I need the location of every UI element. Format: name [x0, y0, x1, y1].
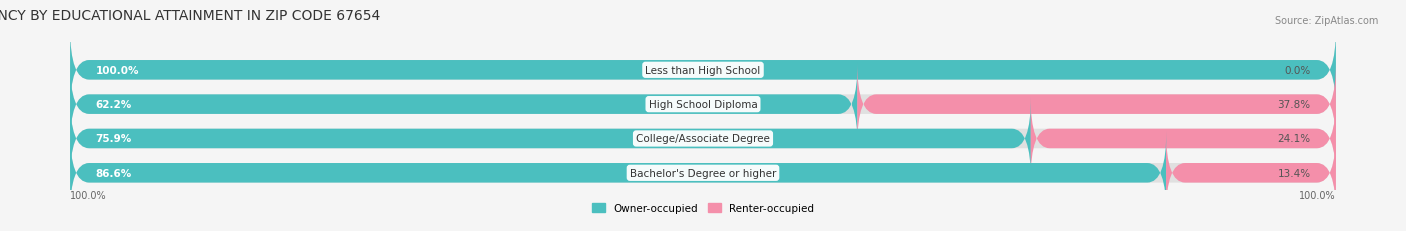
FancyBboxPatch shape	[70, 63, 858, 146]
Text: 75.9%: 75.9%	[96, 134, 132, 144]
FancyBboxPatch shape	[858, 63, 1336, 146]
FancyBboxPatch shape	[70, 97, 1336, 180]
Text: High School Diploma: High School Diploma	[648, 100, 758, 110]
FancyBboxPatch shape	[70, 29, 1336, 112]
Text: 24.1%: 24.1%	[1277, 134, 1310, 144]
FancyBboxPatch shape	[70, 29, 1336, 112]
Text: 62.2%: 62.2%	[96, 100, 132, 110]
Text: Bachelor's Degree or higher: Bachelor's Degree or higher	[630, 168, 776, 178]
Text: College/Associate Degree: College/Associate Degree	[636, 134, 770, 144]
FancyBboxPatch shape	[70, 63, 1336, 146]
Text: 100.0%: 100.0%	[96, 66, 139, 76]
Text: Less than High School: Less than High School	[645, 66, 761, 76]
FancyBboxPatch shape	[1166, 131, 1336, 215]
Text: 0.0%: 0.0%	[1284, 66, 1310, 76]
FancyBboxPatch shape	[1031, 97, 1336, 180]
Text: 37.8%: 37.8%	[1277, 100, 1310, 110]
Text: 100.0%: 100.0%	[1299, 190, 1336, 200]
FancyBboxPatch shape	[70, 131, 1336, 215]
Text: Source: ZipAtlas.com: Source: ZipAtlas.com	[1274, 16, 1378, 26]
Text: OCCUPANCY BY EDUCATIONAL ATTAINMENT IN ZIP CODE 67654: OCCUPANCY BY EDUCATIONAL ATTAINMENT IN Z…	[0, 9, 381, 23]
Legend: Owner-occupied, Renter-occupied: Owner-occupied, Renter-occupied	[588, 199, 818, 217]
FancyBboxPatch shape	[70, 97, 1031, 180]
Text: 13.4%: 13.4%	[1277, 168, 1310, 178]
Text: 100.0%: 100.0%	[70, 190, 107, 200]
FancyBboxPatch shape	[70, 131, 1167, 215]
Text: 86.6%: 86.6%	[96, 168, 132, 178]
